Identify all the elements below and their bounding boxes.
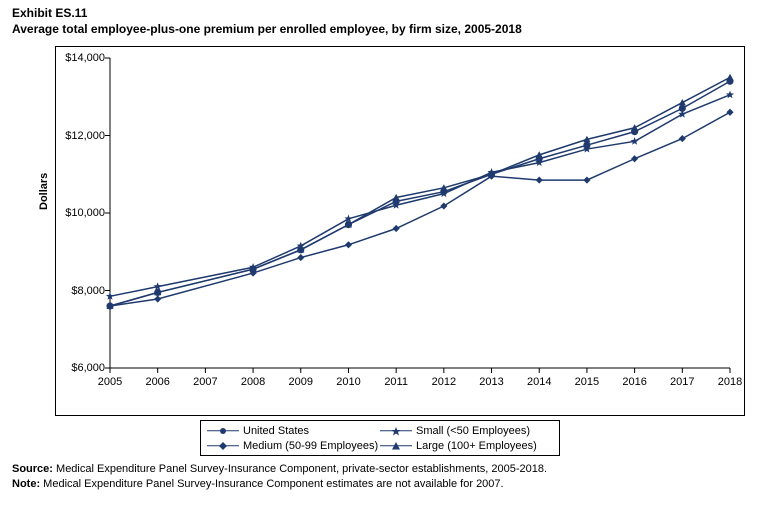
x-tick-label: 2015 [575,376,599,388]
legend-label: Small (<50 Employees) [416,425,530,437]
x-tick-label: 2017 [670,376,694,388]
chart-container: Exhibit ES.11 Average total employee-plu… [0,0,758,518]
y-tick-label: $10,000 [55,207,105,219]
x-tick-label: 2011 [384,376,408,388]
legend-label: Large (100+ Employees) [416,440,537,452]
y-tick-label: $12,000 [55,130,105,142]
legend-item-us: United States [207,423,380,438]
legend-marker-star [380,426,412,436]
x-tick-label: 2008 [241,376,265,388]
source-line: Source: Medical Expenditure Panel Survey… [12,462,547,477]
x-tick-label: 2012 [432,376,456,388]
x-tick-label: 2013 [479,376,503,388]
legend: United States Small (<50 Employees) Medi… [200,420,560,456]
x-tick-label: 2005 [98,376,122,388]
x-tick-label: 2007 [193,376,217,388]
legend-item-medium: Medium (50-99 Employees) [207,438,380,453]
footer: Source: Medical Expenditure Panel Survey… [12,462,547,492]
legend-item-small: Small (<50 Employees) [380,423,553,438]
x-tick-label: 2009 [289,376,313,388]
note-label: Note: [12,478,40,490]
legend-item-large: Large (100+ Employees) [380,438,553,453]
y-tick-label: $14,000 [55,52,105,64]
note-text: Medical Expenditure Panel Survey-Insuran… [40,478,503,490]
x-tick-label: 2010 [336,376,360,388]
source-label: Source: [12,463,53,475]
legend-label: United States [243,425,309,437]
y-tick-label: $8,000 [55,285,105,297]
y-tick-label: $6,000 [55,362,105,374]
source-text: Medical Expenditure Panel Survey-Insuran… [53,463,547,475]
legend-marker-circle [207,426,239,436]
x-tick-label: 2016 [622,376,646,388]
x-tick-label: 2018 [718,376,742,388]
legend-marker-triangle [380,441,412,451]
x-tick-label: 2014 [527,376,551,388]
note-line: Note: Medical Expenditure Panel Survey-I… [12,477,547,492]
legend-marker-diamond [207,441,239,451]
legend-label: Medium (50-99 Employees) [243,440,378,452]
x-tick-label: 2006 [145,376,169,388]
